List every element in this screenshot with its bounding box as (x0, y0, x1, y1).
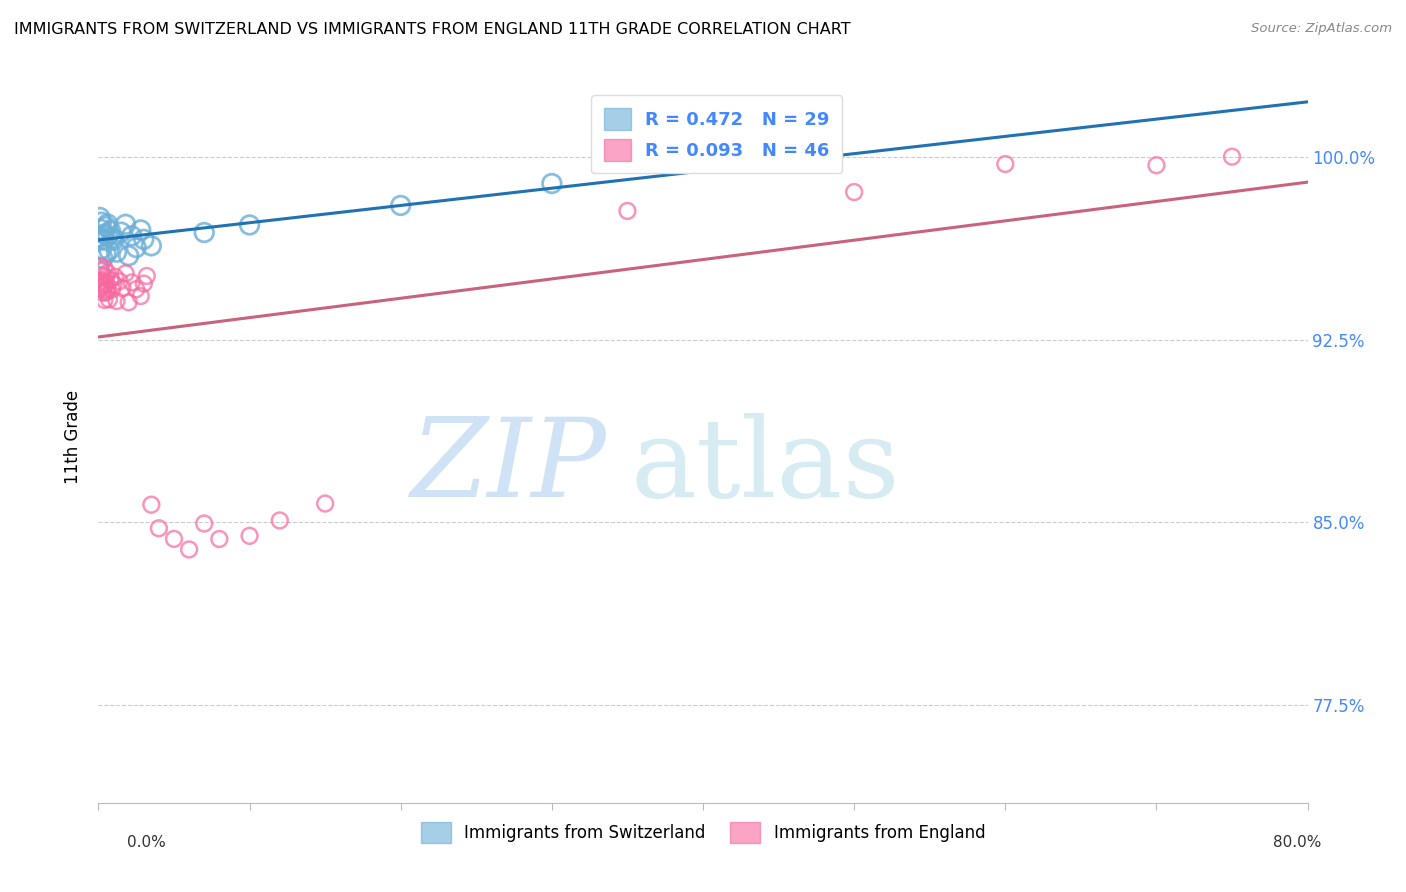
Y-axis label: 11th Grade: 11th Grade (65, 390, 83, 484)
Point (96, 229, 118, 244)
Point (994, 157, 1017, 171)
Text: atlas: atlas (630, 413, 900, 520)
Point (132, 232, 155, 246)
Point (90, 274, 112, 288)
Point (94, 219, 117, 234)
Text: ZIP: ZIP (411, 413, 606, 520)
Point (103, 233, 125, 247)
Point (98, 244, 121, 258)
Point (89, 277, 111, 291)
Point (163, 532, 186, 546)
Point (129, 223, 152, 237)
Point (94, 276, 117, 290)
Point (91, 268, 114, 283)
Point (101, 282, 124, 296)
Point (96, 217, 118, 231)
Point (91, 252, 114, 266)
Point (125, 240, 148, 254)
Point (101, 231, 124, 245)
Point (135, 268, 157, 283)
Point (1220, 150, 1243, 164)
Point (129, 289, 152, 303)
Point (141, 239, 163, 253)
Point (100, 273, 122, 287)
Point (105, 294, 128, 309)
Point (94, 270, 117, 285)
Point (90, 242, 112, 256)
Point (104, 269, 127, 284)
Point (193, 226, 215, 240)
Point (148, 521, 170, 535)
Text: IMMIGRANTS FROM SWITZERLAND VS IMMIGRANTS FROM ENGLAND 11TH GRADE CORRELATION CH: IMMIGRANTS FROM SWITZERLAND VS IMMIGRANT… (14, 22, 851, 37)
Text: 80.0%: 80.0% (1274, 836, 1322, 850)
Point (89, 211, 111, 225)
Point (94, 285, 117, 300)
Point (93, 278, 115, 293)
Point (239, 529, 262, 543)
Point (93, 261, 115, 276)
Point (91, 283, 114, 297)
Point (141, 498, 163, 512)
Point (111, 281, 134, 295)
Point (90, 281, 112, 295)
Point (121, 228, 143, 243)
Point (179, 542, 201, 557)
Point (114, 217, 136, 231)
Point (1144, 158, 1167, 172)
Point (89, 281, 111, 295)
Point (90, 222, 112, 236)
Point (98, 293, 121, 307)
Point (269, 513, 291, 527)
Point (105, 245, 128, 260)
Point (90, 215, 112, 229)
Point (93, 227, 115, 241)
Point (89, 259, 111, 273)
Point (118, 249, 141, 263)
Point (110, 225, 132, 239)
Point (114, 266, 136, 280)
Point (91, 285, 114, 300)
Point (844, 185, 866, 199)
Point (103, 277, 125, 292)
Point (239, 218, 262, 232)
Point (118, 295, 141, 310)
Point (96, 283, 118, 297)
Legend: Immigrants from Switzerland, Immigrants from England: Immigrants from Switzerland, Immigrants … (413, 815, 993, 849)
Point (389, 198, 412, 212)
Point (540, 177, 562, 191)
Point (100, 224, 122, 238)
Point (125, 282, 148, 296)
Point (94, 246, 117, 260)
Point (91, 232, 114, 246)
Point (108, 274, 131, 288)
Point (616, 203, 638, 218)
Point (121, 276, 143, 290)
Text: 0.0%: 0.0% (127, 836, 166, 850)
Point (93, 293, 115, 307)
Point (314, 496, 336, 510)
Point (90, 264, 112, 278)
Point (193, 516, 215, 531)
Point (132, 277, 155, 291)
Point (89, 230, 111, 244)
Point (96, 266, 118, 280)
Text: Source: ZipAtlas.com: Source: ZipAtlas.com (1251, 22, 1392, 36)
Point (208, 532, 231, 546)
